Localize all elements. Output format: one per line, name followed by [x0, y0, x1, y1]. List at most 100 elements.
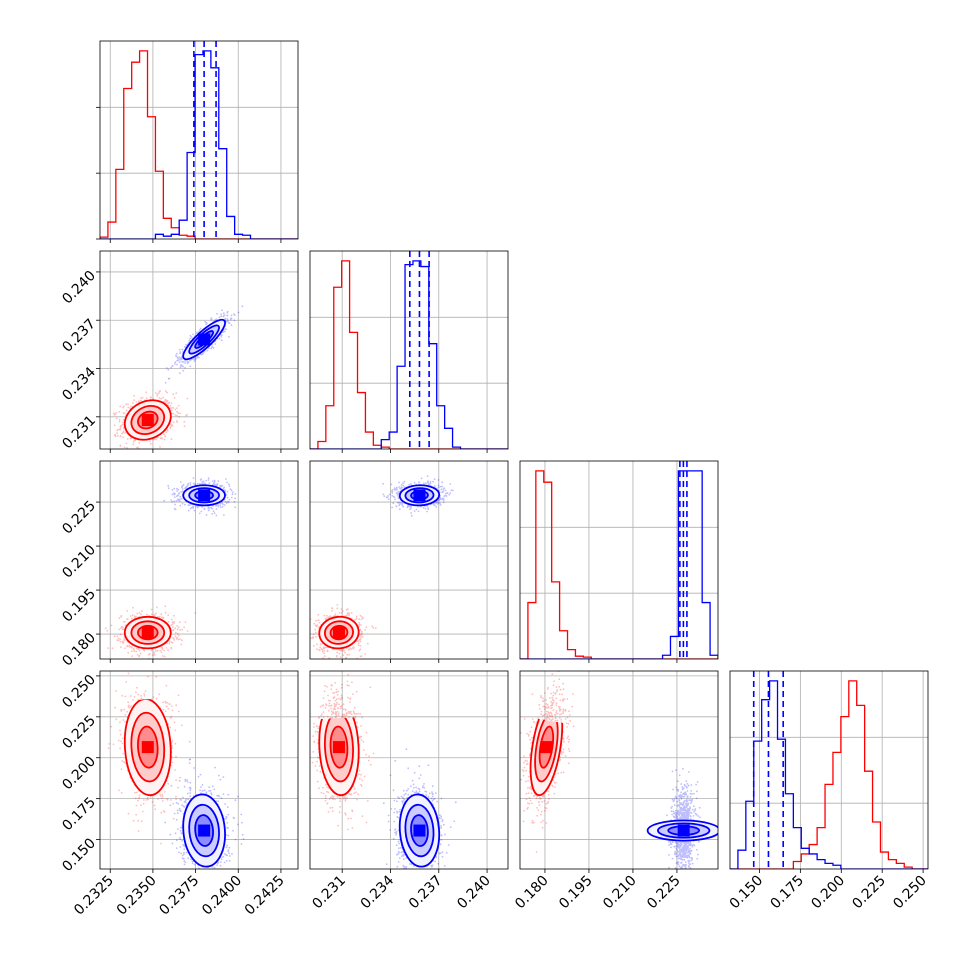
scatter-point [171, 365, 174, 367]
scatter-point [218, 485, 221, 487]
scatter-point [371, 625, 374, 628]
scatter-point [161, 647, 164, 650]
scatter-point [129, 646, 131, 648]
scatter-point [164, 381, 167, 384]
scatter-point [174, 493, 176, 495]
scatter-point [223, 504, 226, 506]
scatter-point [132, 440, 135, 443]
scatter-point [226, 318, 229, 320]
scatter-point [133, 438, 136, 441]
scatter-point [358, 618, 361, 621]
scatter-point [199, 482, 201, 485]
scatter-point [119, 429, 121, 431]
scatter-point [219, 486, 222, 488]
scatter-point [340, 608, 343, 610]
density-peak [332, 626, 345, 639]
scatter-point [353, 619, 356, 621]
scatter-point [169, 407, 172, 410]
scatter-point [410, 507, 413, 509]
scatter-point [335, 655, 338, 658]
scatter-point [127, 403, 129, 406]
scatter-point [163, 649, 166, 652]
scatter-point [226, 312, 229, 314]
histogram-blue [310, 260, 508, 449]
scatter-point [193, 358, 195, 361]
scatter-point [339, 656, 342, 658]
scatter-point [181, 628, 184, 631]
scatter-point [117, 637, 120, 640]
scatter-point [410, 505, 412, 508]
scatter-point [121, 423, 124, 426]
scatter-point [178, 621, 181, 624]
scatter-point [342, 654, 345, 656]
scatter-point [155, 612, 157, 615]
scatter-point [122, 626, 124, 629]
scatter-point [327, 616, 330, 619]
scatter-point [176, 625, 179, 627]
scatter-point [336, 604, 339, 606]
scatter-point [179, 495, 182, 498]
scatter-point [207, 477, 210, 480]
scatter-point [179, 638, 181, 640]
scatter-point [172, 614, 175, 617]
scatter-point [213, 481, 216, 484]
scatter-point [442, 490, 445, 492]
scatter-point [161, 437, 163, 440]
scatter-point [167, 487, 170, 490]
scatter-point [226, 319, 229, 322]
scatter-point [399, 487, 401, 490]
scatter-point [161, 648, 164, 651]
scatter-point [358, 623, 361, 626]
scatter-point [170, 409, 173, 412]
scatter-point [326, 614, 328, 617]
scatter-point [167, 377, 170, 380]
scatter-point [175, 352, 178, 355]
scatter-point [184, 367, 187, 369]
scatter-point [222, 312, 225, 314]
scatter-point [190, 336, 193, 338]
scatter-point [426, 475, 429, 477]
histogram-red [100, 50, 298, 239]
scatter-point [350, 648, 353, 650]
scatter-point [178, 372, 181, 375]
scatter-point [162, 433, 165, 436]
scatter-point [211, 507, 214, 510]
scatter-point [131, 617, 133, 620]
scatter-point [213, 512, 216, 515]
scatter-point [219, 506, 222, 509]
scatter-point [433, 503, 435, 505]
scatter-point [205, 323, 208, 326]
scatter-point [176, 410, 179, 413]
scatter-point [193, 357, 196, 360]
scatter-point [338, 652, 341, 655]
scatter-point [177, 494, 179, 497]
scatter-point [104, 627, 107, 630]
scatter-point [159, 446, 161, 448]
scatter-point [149, 442, 152, 445]
scatter-point [181, 502, 184, 505]
scatter-point [131, 614, 134, 616]
scatter-point [357, 640, 360, 643]
histogram-red [520, 470, 718, 659]
scatter-point [372, 627, 375, 629]
scatter-point [218, 316, 221, 319]
scatter-point [210, 506, 212, 509]
scatter-point [352, 646, 354, 649]
scatter-point [122, 628, 125, 631]
scatter-point [124, 647, 126, 649]
scatter-point [200, 510, 203, 513]
scatter-point [410, 506, 412, 508]
scatter-point [121, 626, 124, 629]
scatter-point [126, 645, 128, 647]
scatter-point [224, 500, 227, 503]
scatter-point [185, 343, 188, 346]
scatter-point [120, 615, 122, 618]
scatter-point [189, 337, 191, 340]
scatter-point [222, 503, 224, 506]
scatter-point [173, 639, 176, 641]
scatter-point [121, 641, 124, 643]
scatter-point [110, 624, 113, 627]
scatter-point [115, 412, 118, 414]
scatter-point [314, 624, 317, 627]
scatter-point [126, 447, 128, 449]
